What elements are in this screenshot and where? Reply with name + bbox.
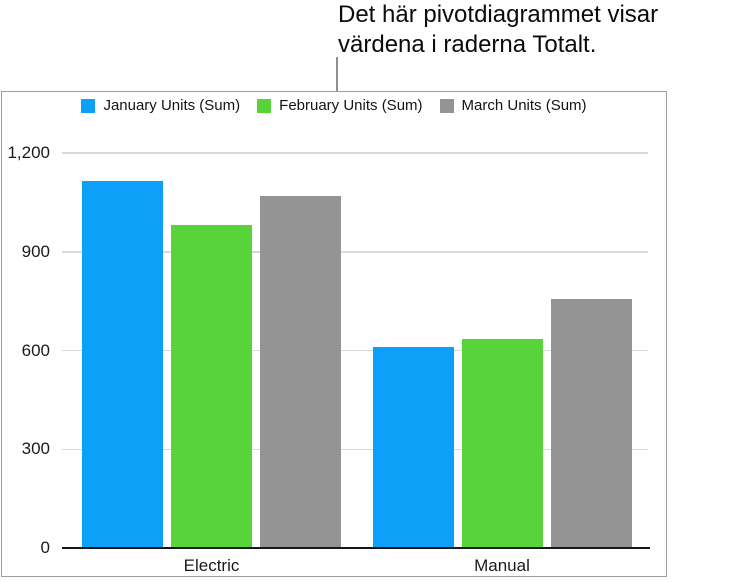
legend-label: January Units (Sum) xyxy=(103,97,241,114)
legend-swatch-icon xyxy=(439,98,454,113)
callout-line-2: värdena i raderna Totalt. xyxy=(338,31,597,58)
legend-swatch-icon xyxy=(257,98,272,113)
y-axis-tick-label: 1,200 xyxy=(7,143,50,162)
y-axis-tick-label: 0 xyxy=(40,538,50,557)
callout-text: Det här pivotdiagrammet visar värdena i … xyxy=(338,0,658,60)
pivot-chart-panel: January Units (Sum) February Units (Sum) M… xyxy=(1,91,667,577)
chart-bar xyxy=(550,299,632,548)
chart-bar xyxy=(171,225,252,548)
y-axis-tick-label: 300 xyxy=(21,439,50,459)
gridline xyxy=(62,152,648,154)
x-axis-line xyxy=(62,547,650,549)
chart-bar xyxy=(372,347,454,548)
chart-bar xyxy=(260,195,341,548)
chart-legend: January Units (Sum) February Units (Sum) M… xyxy=(2,97,666,114)
x-axis-category-label: Manual xyxy=(474,556,530,575)
callout-leader-line xyxy=(336,57,338,93)
y-axis-tick-label: 600 xyxy=(21,340,50,360)
x-axis-category-label: Electric xyxy=(183,556,240,575)
legend-item: March Units (Sum) xyxy=(439,97,587,114)
gridline xyxy=(62,251,648,253)
legend-swatch-icon xyxy=(81,98,96,113)
gridline xyxy=(62,448,648,450)
chart-bar xyxy=(461,338,543,548)
legend-item: February Units (Sum) xyxy=(257,97,423,114)
gridline xyxy=(62,349,648,352)
callout-line-1: Det här pivotdiagrammet visar xyxy=(338,1,659,28)
legend-label: February Units (Sum) xyxy=(279,97,423,114)
legend-label: March Units (Sum) xyxy=(461,97,587,114)
y-axis-tick-label: 900 xyxy=(21,241,50,261)
legend-item: January Units (Sum) xyxy=(81,97,240,114)
chart-bar xyxy=(82,180,163,548)
